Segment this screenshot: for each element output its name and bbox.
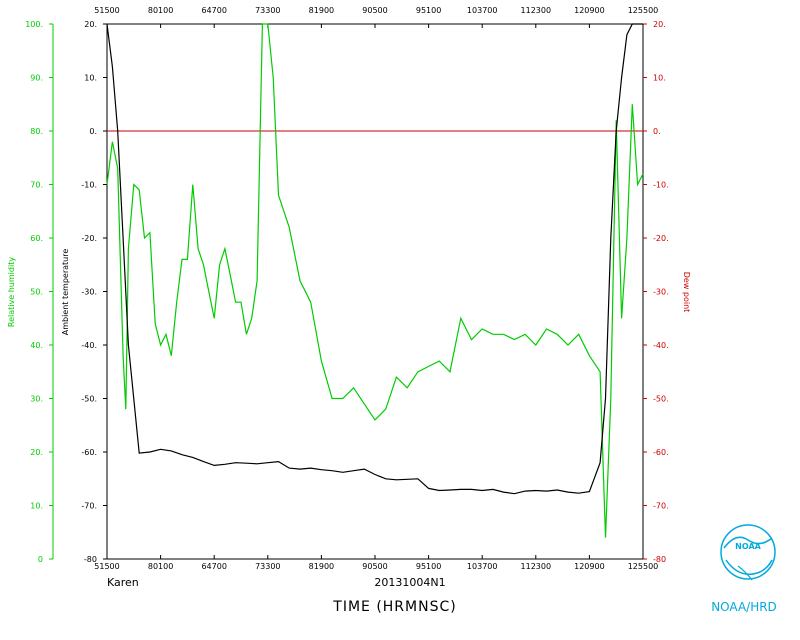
dewpoint-tick-label: 10. (653, 74, 666, 83)
temp-tick-label: -10. (81, 181, 97, 190)
series-layer (106, 23, 644, 538)
rh-tick-label: 70. (30, 181, 43, 190)
rh-tick-label: 100. (25, 20, 43, 29)
temp-tick-label: 0. (89, 127, 97, 136)
ambient-temperature-line (106, 23, 643, 495)
x-tick-label: 64700 (201, 562, 226, 571)
x-tick-label-top: 103700 (467, 6, 498, 15)
temp-tick-label: -20. (81, 234, 97, 243)
rh-tick-label: 10. (30, 502, 43, 511)
dewpoint-tick-label: -40. (653, 341, 669, 350)
dewpoint-tick-label: -70. (653, 502, 669, 511)
rh-tick-label: 50. (30, 288, 43, 297)
x-tick-label: 125500 (628, 562, 659, 571)
dewpoint-tick-label: 0. (653, 127, 661, 136)
dewpoint-tick-label: -80 (653, 555, 666, 564)
rh-tick-label: 0 (38, 555, 43, 564)
dewpoint-ticks: -80 -70. -60. -50. -40. -30. -20. -10. 0. 10. 20. (643, 20, 669, 564)
x-tick-label-top: 64700 (201, 6, 226, 15)
temp-tick-label: 20. (84, 20, 97, 29)
plot-frame (106, 23, 644, 560)
x-tick-label: 112300 (521, 562, 552, 571)
temp-tick-label: -70. (81, 502, 97, 511)
dewpoint-tick-label: -60. (653, 448, 669, 457)
x-tick-label-top: 81900 (309, 6, 334, 15)
x-tick-label: 73300 (255, 562, 280, 571)
x-tick-label: 120900 (574, 562, 605, 571)
temp-tick-label: 10. (84, 74, 97, 83)
dewpoint-tick-label: -50. (653, 395, 669, 404)
x-tick-label: 51500 (94, 562, 119, 571)
temp-tick-label: -30. (81, 288, 97, 297)
credit-label: NOAA/HRD (711, 600, 777, 614)
rh-axis-title: Relative humidity (7, 257, 16, 327)
rh-tick-label: 90. (30, 74, 43, 83)
x-axis-title: TIME (HRMNSC) (332, 599, 456, 615)
x-ticks: 51500 51500 80100 80100 64700 64700 73300 73300… (94, 6, 658, 571)
temp-axis-title: Ambient temperature (61, 249, 70, 336)
x-tick-label-top: 51500 (94, 6, 119, 15)
relative-humidity-line (106, 23, 644, 538)
flight-id: 20131004N1 (374, 576, 445, 589)
x-tick-label: 103700 (467, 562, 498, 571)
x-tick-label-top: 73300 (255, 6, 280, 15)
temp-ticks: -80 -70. -60. -50. -40. -30. -20. -10. 0. 10. 20. (81, 20, 107, 564)
temp-tick-label: -50. (81, 395, 97, 404)
x-tick-label: 80100 (148, 562, 173, 571)
dewpoint-tick-label: -20. (653, 234, 669, 243)
rh-tick-label: 80. (30, 127, 43, 136)
dewpoint-axis-title: Dew point (682, 272, 691, 313)
x-tick-label: 81900 (309, 562, 334, 571)
x-tick-label-top: 80100 (148, 6, 173, 15)
rh-ticks: 0 10. 20. 30. 40. 50. 60. 70. 80. 90. 100. (25, 20, 53, 564)
storm-name: Karen (107, 576, 139, 589)
x-tick-label-top: 90500 (362, 6, 387, 15)
noaa-logo-text: NOAA (735, 542, 761, 551)
temp-tick-label: -60. (81, 448, 97, 457)
x-tick-label-top: 120900 (574, 6, 605, 15)
x-tick-label-top: 125500 (628, 6, 659, 15)
dewpoint-tick-label: -10. (653, 181, 669, 190)
x-tick-label: 95100 (416, 562, 441, 571)
rh-tick-label: 20. (30, 448, 43, 457)
rh-tick-label: 30. (30, 395, 43, 404)
temp-tick-label: -80 (84, 555, 97, 564)
dewpoint-tick-label: 20. (653, 20, 666, 29)
dewpoint-tick-label: -30. (653, 288, 669, 297)
rh-tick-label: 60. (30, 234, 43, 243)
temp-tick-label: -40. (81, 341, 97, 350)
rh-tick-label: 40. (30, 341, 43, 350)
x-tick-label-top: 112300 (521, 6, 552, 15)
noaa-logo: NOAA (720, 524, 776, 581)
x-tick-label-top: 95100 (416, 6, 441, 15)
x-tick-label: 90500 (362, 562, 387, 571)
